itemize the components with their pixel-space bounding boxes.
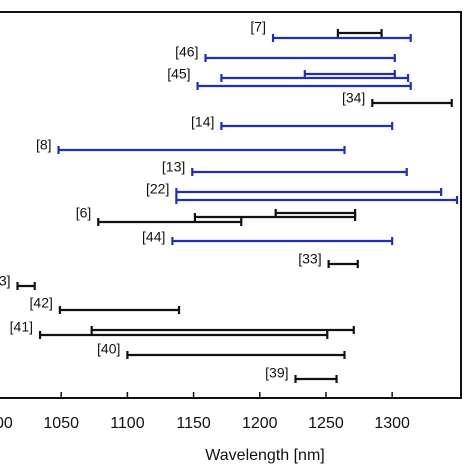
x-axis-label: Wavelength [nm] <box>205 447 324 464</box>
range-bar <box>294 375 338 383</box>
row-label: [8] <box>36 137 52 153</box>
range-bar <box>90 326 355 334</box>
range-bar <box>274 209 357 217</box>
row-label: [6] <box>76 205 92 221</box>
x-tick-label: 1050 <box>43 415 79 432</box>
range-bar <box>16 282 36 290</box>
row-label: [14] <box>191 114 214 130</box>
range-bar <box>371 99 453 107</box>
row-label: [43] <box>0 273 11 289</box>
x-tick-label: 1000 <box>0 415 13 432</box>
range-bar <box>303 70 396 78</box>
range-bar <box>220 122 394 130</box>
range-bar <box>220 74 410 82</box>
range-bar <box>196 82 412 90</box>
x-tick-label: 1300 <box>374 415 410 432</box>
x-tick-label: 1100 <box>110 415 145 432</box>
row-label: [7] <box>250 19 266 35</box>
row-label: [45] <box>167 66 190 82</box>
row-label: [34] <box>342 90 365 106</box>
x-tick-label: 1200 <box>242 415 278 432</box>
row-label: [39] <box>265 365 288 381</box>
row-label: [33] <box>298 251 321 267</box>
row-label: [22] <box>146 181 169 197</box>
range-bar <box>57 146 346 154</box>
range-bar <box>97 218 243 226</box>
range-bar <box>336 29 383 37</box>
range-bar <box>204 54 396 62</box>
range-bar <box>175 196 459 204</box>
range-bar <box>191 168 408 176</box>
range-bar <box>126 351 346 359</box>
range-bar <box>171 237 394 245</box>
range-bar <box>58 306 181 314</box>
row-label: [41] <box>10 319 33 335</box>
x-tick-label: 1250 <box>308 415 344 432</box>
row-label: [13] <box>162 159 185 175</box>
row-label: [40] <box>97 341 120 357</box>
range-bar <box>271 34 412 42</box>
range-bar <box>175 188 443 196</box>
x-tick-label: 1150 <box>176 415 211 432</box>
range-bar <box>38 331 329 339</box>
range-bar <box>327 260 359 268</box>
row-label: [42] <box>30 295 53 311</box>
plot-frame <box>0 11 463 399</box>
range-bar <box>193 213 357 221</box>
row-label: [46] <box>175 44 198 60</box>
row-label: [44] <box>142 229 165 245</box>
